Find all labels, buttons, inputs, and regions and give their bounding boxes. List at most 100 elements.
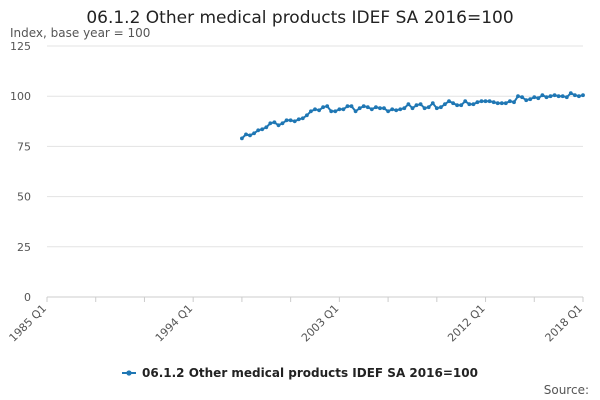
x-tick-label: 2012 Q1: [445, 302, 488, 345]
data-point[interactable]: [573, 93, 577, 98]
y-tick-label: 100: [10, 90, 31, 103]
legend-label: 06.1.2 Other medical products IDEF SA 20…: [142, 366, 478, 380]
data-point[interactable]: [333, 109, 338, 114]
x-tick-label: 1994 Q1: [153, 302, 196, 345]
data-point[interactable]: [252, 131, 256, 136]
data-point[interactable]: [410, 106, 415, 111]
data-point[interactable]: [430, 101, 435, 106]
y-tick-label: 50: [17, 191, 31, 204]
data-point[interactable]: [447, 99, 451, 104]
data-point[interactable]: [426, 105, 431, 110]
y-tick-label: 125: [10, 40, 31, 53]
data-point[interactable]: [402, 106, 407, 111]
data-point[interactable]: [414, 103, 419, 108]
data-point[interactable]: [552, 93, 557, 98]
data-point[interactable]: [345, 104, 350, 109]
data-point[interactable]: [272, 120, 277, 125]
data-point[interactable]: [394, 108, 399, 113]
data-point[interactable]: [439, 105, 443, 110]
data-point[interactable]: [556, 94, 561, 99]
legend[interactable]: 06.1.2 Other medical products IDEF SA 20…: [122, 366, 478, 380]
data-point[interactable]: [317, 108, 321, 113]
data-point[interactable]: [264, 125, 269, 130]
data-point[interactable]: [240, 136, 244, 141]
data-point[interactable]: [467, 102, 472, 107]
data-point[interactable]: [548, 94, 553, 99]
data-point[interactable]: [451, 101, 455, 106]
data-point[interactable]: [560, 94, 565, 99]
data-point[interactable]: [491, 100, 496, 105]
data-point[interactable]: [434, 106, 439, 111]
data-point[interactable]: [459, 103, 464, 108]
data-point[interactable]: [268, 121, 273, 126]
data-point[interactable]: [353, 109, 358, 114]
data-point[interactable]: [256, 128, 261, 133]
data-point[interactable]: [313, 107, 317, 112]
y-axis-label: Index, base year = 100: [10, 26, 150, 40]
x-tick-label: 2018 Q1: [543, 302, 586, 345]
data-point[interactable]: [305, 113, 309, 118]
data-point[interactable]: [443, 102, 447, 107]
data-point[interactable]: [325, 104, 330, 109]
data-point[interactable]: [390, 107, 395, 112]
data-point[interactable]: [382, 106, 386, 111]
data-point[interactable]: [495, 101, 500, 106]
data-point[interactable]: [483, 99, 488, 104]
data-point[interactable]: [398, 107, 403, 112]
data-point[interactable]: [284, 118, 289, 123]
data-point[interactable]: [512, 100, 516, 105]
data-point[interactable]: [260, 127, 265, 132]
y-tick-label: 25: [17, 241, 31, 254]
data-point[interactable]: [309, 109, 313, 114]
data-point[interactable]: [536, 96, 541, 101]
data-point[interactable]: [418, 102, 423, 107]
data-point[interactable]: [337, 107, 342, 112]
data-point[interactable]: [520, 95, 524, 100]
data-point[interactable]: [463, 99, 468, 104]
data-point[interactable]: [471, 102, 476, 107]
data-point[interactable]: [248, 133, 252, 138]
data-point[interactable]: [374, 105, 378, 110]
data-point[interactable]: [540, 93, 545, 98]
data-point[interactable]: [386, 109, 390, 114]
data-point[interactable]: [516, 94, 520, 99]
data-point[interactable]: [487, 99, 492, 104]
series-layer: [240, 91, 585, 141]
data-point[interactable]: [508, 99, 512, 104]
data-point[interactable]: [406, 102, 411, 107]
data-point[interactable]: [422, 106, 427, 111]
data-point[interactable]: [524, 98, 529, 103]
data-point[interactable]: [528, 97, 533, 102]
y-tick-label: 0: [24, 291, 31, 304]
data-point[interactable]: [564, 95, 569, 100]
data-point[interactable]: [280, 121, 285, 126]
data-point[interactable]: [321, 105, 325, 110]
data-point[interactable]: [341, 107, 346, 112]
data-point[interactable]: [244, 132, 248, 137]
legend-dot-marker: [126, 370, 132, 376]
data-point[interactable]: [544, 95, 549, 100]
data-point[interactable]: [361, 104, 366, 109]
data-point[interactable]: [357, 106, 362, 111]
data-point[interactable]: [475, 100, 480, 105]
data-point[interactable]: [577, 94, 581, 99]
data-point[interactable]: [479, 99, 484, 104]
data-point[interactable]: [365, 105, 370, 110]
data-point[interactable]: [532, 95, 537, 100]
data-point[interactable]: [300, 116, 305, 121]
data-point[interactable]: [292, 119, 297, 124]
data-point[interactable]: [369, 107, 374, 112]
source-label: Source:: [544, 383, 589, 397]
data-point[interactable]: [349, 104, 354, 109]
data-point[interactable]: [503, 101, 508, 106]
data-point[interactable]: [296, 117, 301, 122]
data-point[interactable]: [276, 123, 281, 128]
data-point[interactable]: [499, 101, 504, 106]
data-point[interactable]: [378, 106, 382, 111]
data-point[interactable]: [455, 103, 459, 108]
data-point[interactable]: [288, 118, 293, 123]
data-point[interactable]: [581, 93, 585, 98]
data-point[interactable]: [329, 109, 334, 114]
data-point[interactable]: [568, 91, 573, 96]
